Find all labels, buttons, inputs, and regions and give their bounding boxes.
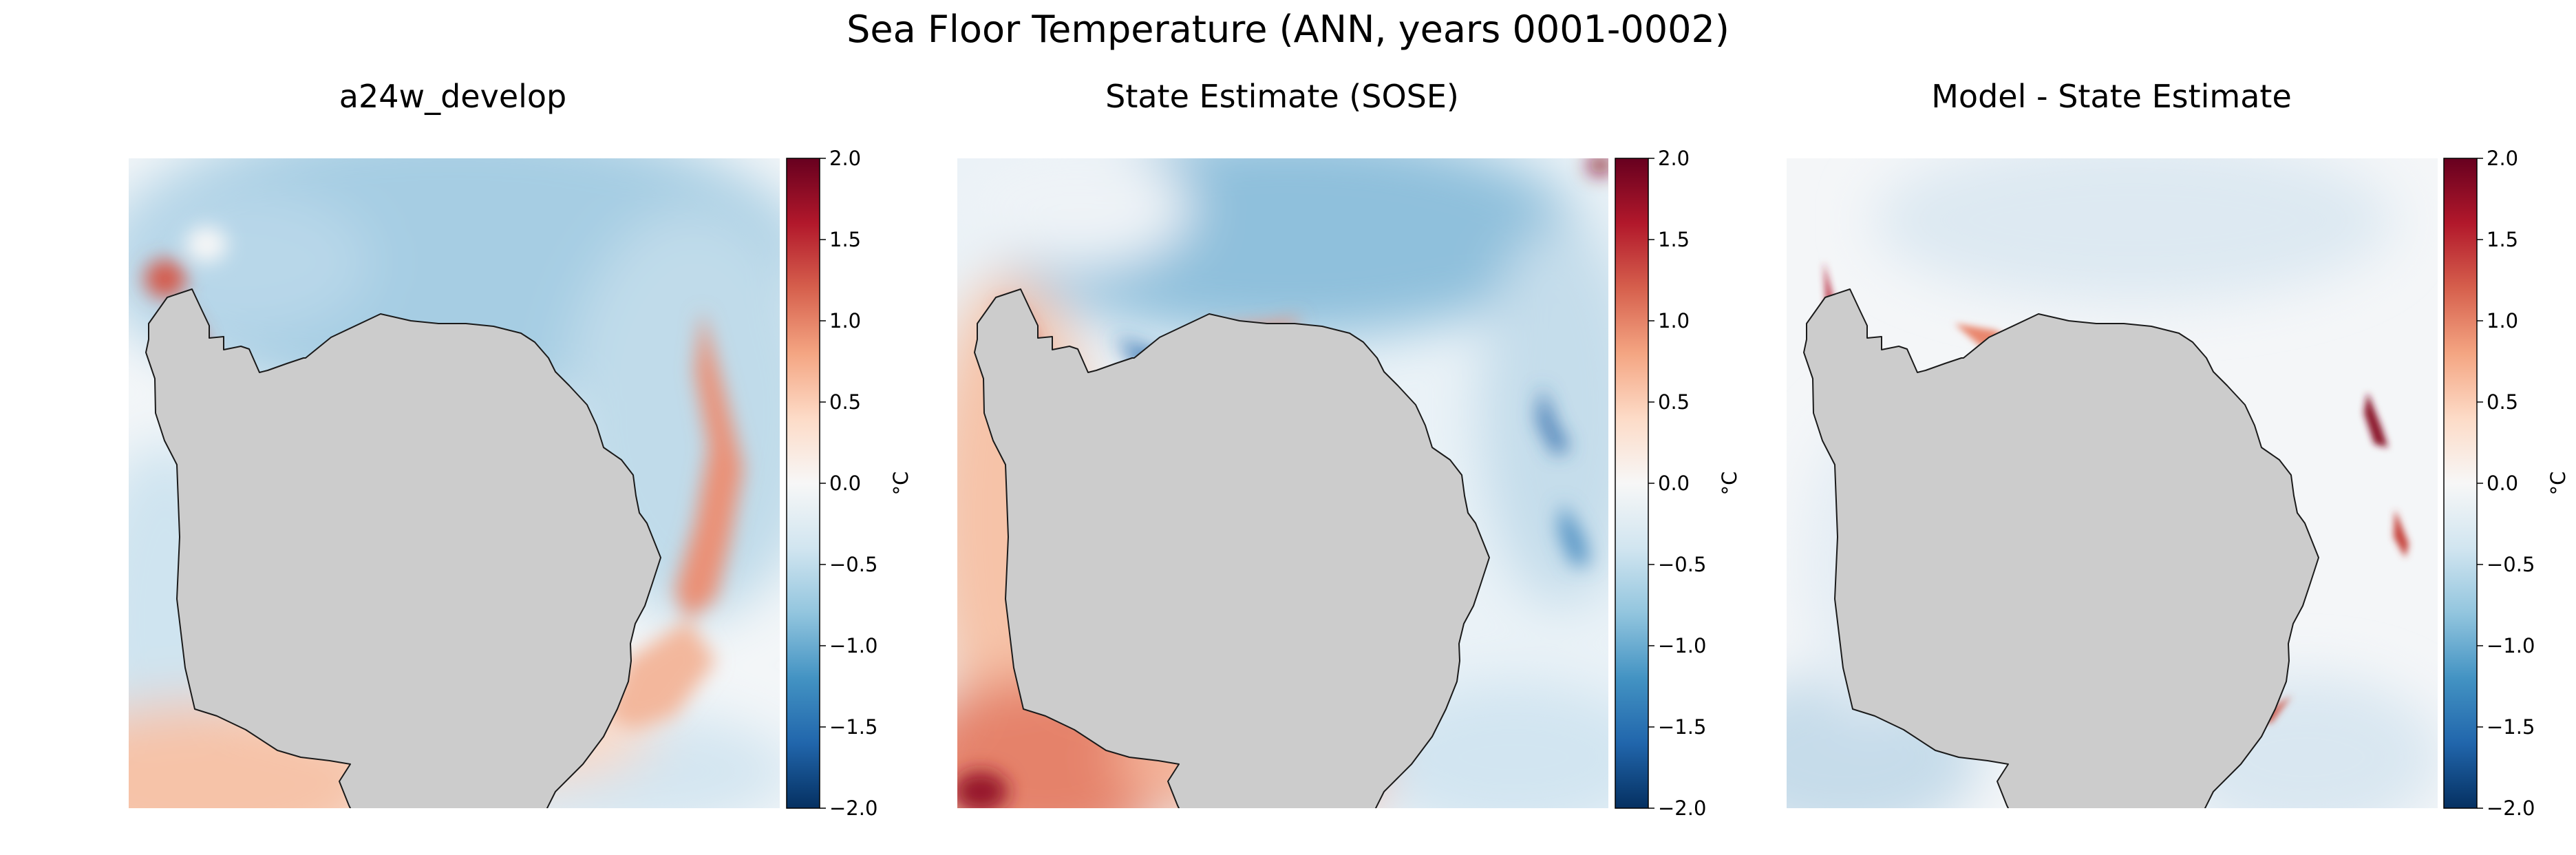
colorbar-tick-label: 2.0 [2487,147,2518,170]
colorbar-label: °C [1718,472,1741,496]
colorbar-tick-label: 1.0 [829,309,861,332]
colorbar-tick-label: 0.5 [829,390,861,414]
colorbar-tick-label: −0.5 [2487,553,2535,576]
colorbar-tick-label: −1.5 [1658,715,1706,739]
colorbar-tick-label: −1.0 [829,634,877,657]
colorbar-tick-label: −1.0 [1658,634,1706,657]
colorbar-tick-label: −1.0 [2487,634,2535,657]
antarctica-landmass [145,288,661,808]
colorbar-label: °C [2546,472,2570,496]
colorbar-label: °C [889,472,913,496]
colorbar-tick-label: 2.0 [1658,147,1690,170]
antarctica-landmass [1803,288,2319,808]
colorbar-tick-label: 2.0 [829,147,861,170]
figure-title: Sea Floor Temperature (ANN, years 0001-0… [847,8,1729,51]
colorbar-tick-label: 1.5 [1658,228,1690,251]
colorbar-tick-label: 0.0 [2487,472,2518,495]
colorbar-tick-label: −1.5 [829,715,877,739]
colorbar-tick-label: 1.5 [829,228,861,251]
colorbar-model [786,158,820,809]
colorbar-tick-label: 0.0 [829,472,861,495]
colorbar-tick-label: −1.5 [2487,715,2535,739]
antarctica-landmass [974,288,1490,808]
colorbar-tick-label: 1.5 [2487,228,2518,251]
colorbar-tick-label: −2.0 [1658,796,1706,820]
colorbar-tick-label: 1.0 [2487,309,2518,332]
map-panel-difference [1787,158,2438,808]
map-panel-sose [957,158,1608,808]
colorbar-tick-label: −2.0 [829,796,877,820]
colorbar-tick-label: 0.5 [1658,390,1690,414]
colorbar-sose [1615,158,1649,809]
panel-title-sose: State Estimate (SOSE) [1105,78,1459,115]
panel-title-model: a24w_develop [339,78,567,115]
colorbar-tick-label: 1.0 [1658,309,1690,332]
colorbar-tick-label: −2.0 [2487,796,2535,820]
panel-title-difference: Model - State Estimate [1931,78,2292,115]
colorbar-tick-label: −0.5 [1658,553,1706,576]
map-panel-model [129,158,780,808]
colorbar-tick-label: −0.5 [829,553,877,576]
colorbar-tick-label: 0.5 [2487,390,2518,414]
colorbar-difference [2443,158,2478,809]
colorbar-tick-label: 0.0 [1658,472,1690,495]
